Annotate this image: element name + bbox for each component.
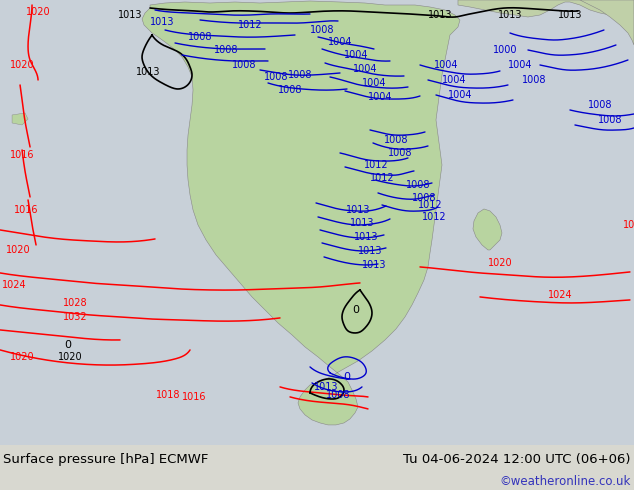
Text: Tu 04-06-2024 12:00 UTC (06+06): Tu 04-06-2024 12:00 UTC (06+06) [403,453,631,466]
Text: Surface pressure [hPa] ECMWF: Surface pressure [hPa] ECMWF [3,453,209,466]
Text: 1013: 1013 [150,17,174,27]
Text: 1004: 1004 [448,90,472,100]
Text: 1012: 1012 [370,173,394,183]
Polygon shape [473,209,502,250]
Polygon shape [458,0,634,17]
Text: 1004: 1004 [434,60,458,70]
Text: 1013: 1013 [136,67,160,77]
Text: 1016: 1016 [182,392,206,402]
Text: 1008: 1008 [388,148,412,158]
Text: 1012: 1012 [422,212,446,222]
Text: 1013: 1013 [354,232,378,242]
Text: 1012: 1012 [418,200,443,210]
Text: 1013: 1013 [362,260,386,270]
Polygon shape [580,0,634,45]
Text: 1008: 1008 [288,70,313,80]
Text: 1004: 1004 [362,78,386,88]
Text: 1028: 1028 [63,298,87,308]
Text: 1020: 1020 [26,7,50,17]
Text: 1008: 1008 [188,32,212,42]
Text: 1008: 1008 [522,75,547,85]
Text: 1004: 1004 [328,37,353,47]
Text: 1008: 1008 [232,60,256,70]
Text: 1020: 1020 [58,352,82,362]
Text: 0: 0 [344,372,351,382]
Text: 1008: 1008 [264,72,288,82]
Text: 1013: 1013 [558,10,582,20]
Text: 1008: 1008 [406,180,430,190]
Text: 1020: 1020 [623,220,634,230]
Text: 1013: 1013 [118,10,142,20]
Text: 1016: 1016 [10,150,34,160]
Text: 1024: 1024 [548,290,573,300]
Text: 1008: 1008 [214,45,238,55]
Text: ©weatheronline.co.uk: ©weatheronline.co.uk [500,475,631,489]
Text: 1004: 1004 [508,60,532,70]
Text: 1013: 1013 [346,205,370,215]
Text: 1024: 1024 [2,280,27,290]
Text: 1008: 1008 [384,135,408,145]
Text: 1008: 1008 [411,193,436,203]
Text: 1013: 1013 [350,218,374,228]
Text: 1012: 1012 [238,20,262,30]
Polygon shape [142,1,460,425]
Text: 1020: 1020 [488,258,512,268]
Text: 1032: 1032 [63,312,87,322]
Text: 1013: 1013 [358,246,382,256]
Text: 1020: 1020 [10,60,34,70]
Text: 1008: 1008 [278,85,302,95]
Text: 1020: 1020 [6,245,30,255]
Text: 1000: 1000 [493,45,517,55]
Text: 1013: 1013 [314,382,339,392]
Text: 1004: 1004 [344,50,368,60]
Text: 1012: 1012 [364,160,388,170]
Text: 1020: 1020 [10,352,34,362]
Text: 1013: 1013 [498,10,522,20]
Text: 1008: 1008 [310,25,334,35]
Text: 1008: 1008 [588,100,612,110]
Text: 1004: 1004 [353,64,377,74]
Text: 0: 0 [353,305,359,315]
Text: 1004: 1004 [368,92,392,102]
Text: 1004: 1004 [442,75,466,85]
Polygon shape [12,113,28,125]
Text: 1016: 1016 [14,205,38,215]
Text: 0: 0 [65,340,72,350]
Text: 1013: 1013 [428,10,452,20]
Text: 1008: 1008 [326,390,350,400]
Text: 1008: 1008 [598,115,622,125]
Text: 1018: 1018 [156,390,180,400]
